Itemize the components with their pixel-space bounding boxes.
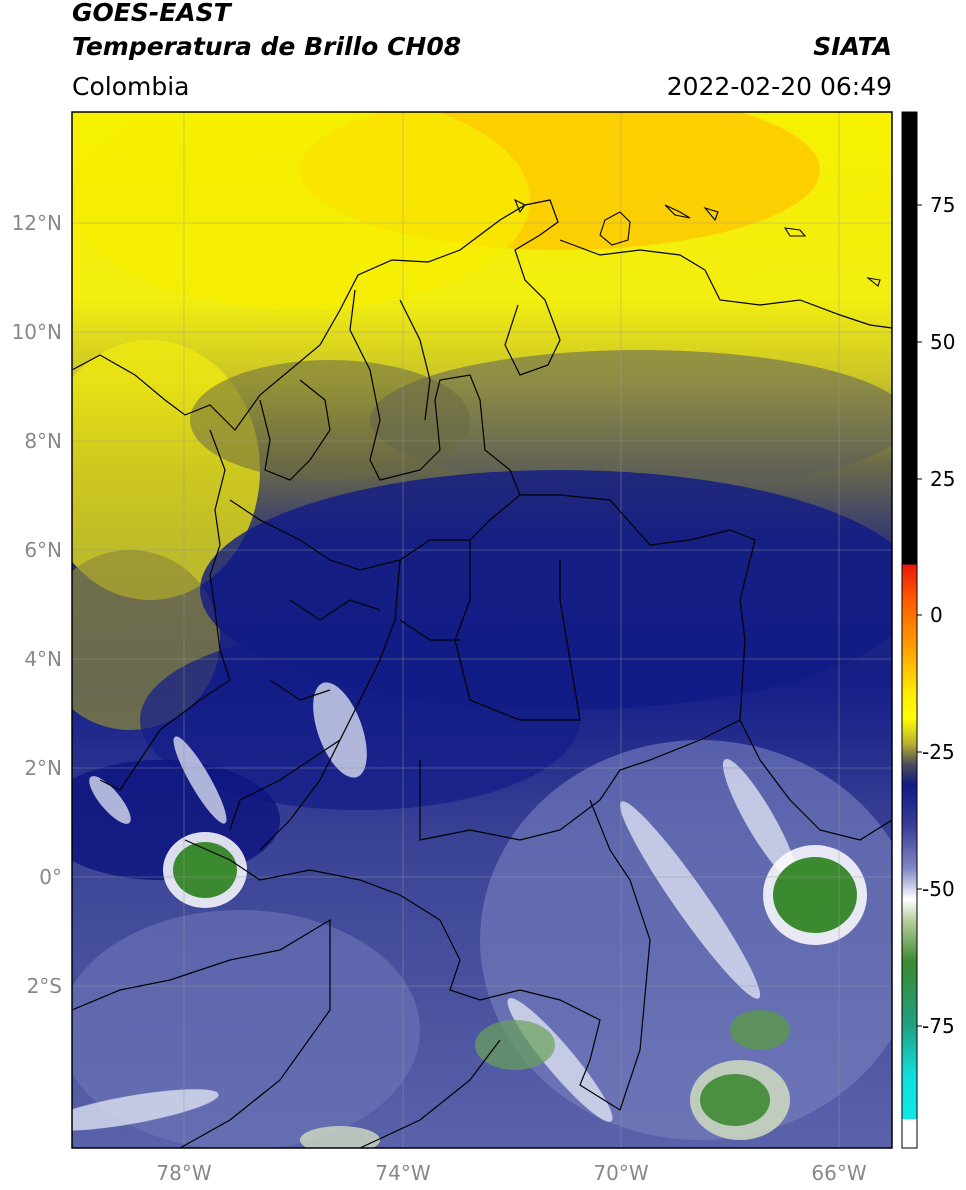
- lat-label-2s: 2°S: [27, 974, 62, 998]
- lat-label-12n: 12°N: [12, 211, 62, 235]
- colorbar-tick-50: 50: [930, 330, 955, 354]
- colorbar-tick-25: 25: [930, 467, 955, 491]
- colorbar: 75 50 25 0 -25 -50 -75: [901, 111, 955, 1149]
- lat-label-0: 0°: [39, 865, 62, 889]
- lon-label-66w: 66°W: [811, 1161, 866, 1185]
- lat-label-2n: 2°N: [24, 756, 62, 780]
- lat-label-8n: 8°N: [24, 429, 62, 453]
- lon-label-70w: 70°W: [593, 1161, 648, 1185]
- lon-label-78w: 78°W: [156, 1161, 211, 1185]
- datetime-label: 2022-02-20 06:49: [666, 72, 892, 101]
- lat-label-4n: 4°N: [24, 647, 62, 671]
- colorbar-tick-minus50: -50: [922, 877, 955, 901]
- colorbar-tick-0: 0: [930, 603, 943, 627]
- product-title: Temperatura de Brillo CH08: [72, 32, 462, 61]
- region-label: Colombia: [72, 72, 190, 101]
- lon-label-74w: 74°W: [375, 1161, 430, 1185]
- lat-label-6n: 6°N: [24, 538, 62, 562]
- colorbar-tick-minus75: -75: [922, 1014, 955, 1038]
- lat-label-10n: 10°N: [12, 320, 62, 344]
- satellite-title: GOES-EAST: [72, 0, 231, 27]
- colorbar-tick-minus25: -25: [922, 740, 955, 764]
- colorbar-tick-75: 75: [930, 193, 955, 217]
- map-frame: [71, 111, 893, 1149]
- coastline-borders: [72, 199, 892, 1148]
- agency-label: SIATA: [813, 32, 892, 61]
- brightness-temperature-field: [72, 112, 892, 1148]
